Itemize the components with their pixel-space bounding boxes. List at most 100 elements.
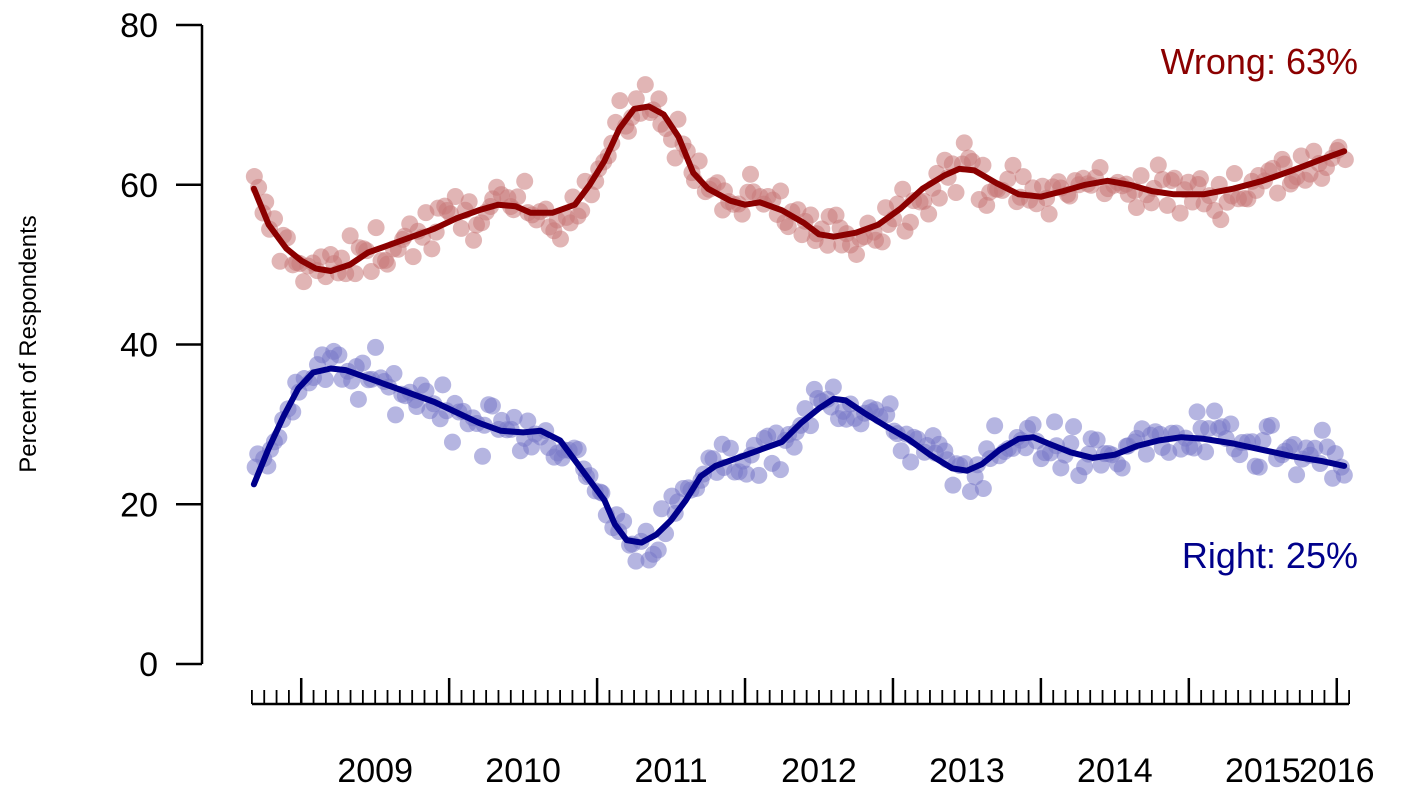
data-point-wrong — [333, 249, 351, 267]
data-point-wrong — [847, 245, 865, 263]
data-point-right — [316, 371, 334, 389]
data-point-right — [434, 376, 452, 394]
data-point-right — [944, 476, 962, 494]
data-point-wrong — [873, 233, 891, 251]
data-point-wrong — [733, 205, 751, 223]
wrong-annotation: Wrong: 63% — [1161, 41, 1358, 82]
data-point-right — [902, 453, 920, 471]
trend-lines — [250, 103, 1348, 546]
y-tick-label: 80 — [120, 7, 158, 45]
data-point-right — [505, 408, 523, 426]
data-point-wrong — [295, 273, 313, 291]
y-axis: 0 20 40 60 80 — [120, 7, 204, 684]
data-point-right — [367, 338, 385, 356]
data-point-right — [653, 500, 671, 518]
data-point-wrong — [452, 219, 470, 237]
data-point-wrong — [802, 206, 820, 224]
data-point-right — [569, 441, 587, 459]
data-point-right — [961, 482, 979, 500]
data-point-wrong — [955, 134, 973, 152]
data-point-right — [385, 365, 403, 383]
x-tick-label: 2015 — [1225, 752, 1301, 786]
data-point-right — [408, 397, 426, 415]
data-point-right — [1306, 439, 1324, 457]
data-point-wrong — [1004, 156, 1022, 174]
data-point-wrong — [690, 152, 708, 170]
data-point-wrong — [1171, 204, 1189, 222]
data-point-wrong — [516, 172, 534, 190]
data-point-right — [1250, 458, 1268, 476]
data-point-wrong — [793, 226, 811, 244]
y-tick-label: 40 — [120, 327, 158, 365]
data-point-wrong — [1149, 156, 1167, 174]
data-point-wrong — [446, 188, 464, 206]
data-point-wrong — [894, 180, 912, 198]
scatter-points — [245, 76, 1354, 570]
data-point-right — [349, 390, 367, 408]
x-tick-label: 2013 — [929, 752, 1005, 786]
trend-line-right — [250, 365, 1348, 546]
data-point-right — [1288, 466, 1306, 484]
data-point-wrong — [423, 240, 441, 258]
data-point-right — [627, 552, 645, 570]
data-point-right — [1313, 421, 1331, 439]
data-point-right — [1326, 445, 1344, 463]
data-point-wrong — [1040, 205, 1058, 223]
data-point-right — [649, 541, 667, 559]
data-point-wrong — [1091, 159, 1109, 177]
data-point-right — [881, 395, 899, 413]
data-point-right — [785, 438, 803, 456]
data-point-right — [737, 465, 755, 483]
data-point-wrong — [920, 205, 938, 223]
data-point-wrong — [1191, 170, 1209, 188]
data-point-right — [986, 417, 1004, 435]
x-tick-label: 2009 — [337, 752, 413, 786]
data-point-right — [1188, 403, 1206, 421]
data-point-wrong — [341, 227, 359, 245]
data-point-right — [1197, 443, 1215, 461]
x-tick-label: 2016 — [1299, 752, 1375, 786]
data-point-wrong — [611, 92, 629, 110]
data-point-right — [974, 480, 992, 498]
data-point-right — [1137, 445, 1155, 463]
data-point-right — [892, 442, 910, 460]
data-point-right — [1113, 459, 1131, 477]
data-point-wrong — [1014, 168, 1032, 186]
data-point-wrong — [1158, 196, 1176, 214]
data-point-wrong — [827, 206, 845, 224]
data-point-wrong — [509, 188, 527, 206]
data-point-wrong — [742, 165, 760, 183]
y-tick-label: 20 — [120, 486, 158, 524]
data-point-right — [771, 461, 789, 479]
data-point-right — [1335, 466, 1353, 484]
data-point-right — [354, 354, 372, 372]
data-point-wrong — [947, 183, 965, 201]
data-point-right — [1262, 416, 1280, 434]
data-point-wrong — [1275, 155, 1293, 173]
data-point-wrong — [999, 170, 1017, 188]
x-tick-label: 2012 — [781, 752, 857, 786]
data-point-wrong — [362, 263, 380, 281]
data-point-wrong — [378, 255, 396, 273]
y-axis-title: Percent of Respondents — [15, 215, 42, 473]
data-point-right — [474, 447, 492, 465]
data-point-wrong — [1142, 194, 1160, 212]
data-point-right — [750, 466, 768, 484]
data-point-right — [824, 378, 842, 396]
data-point-wrong — [465, 231, 483, 249]
data-point-wrong — [1269, 184, 1287, 202]
data-point-right — [721, 439, 739, 457]
data-point-right — [1088, 431, 1106, 449]
data-point-right — [1065, 418, 1083, 436]
data-point-wrong — [1225, 165, 1243, 183]
data-point-right — [1024, 416, 1042, 434]
right-annotation: Right: 25% — [1182, 535, 1358, 576]
data-point-wrong — [650, 90, 668, 108]
data-point-wrong — [779, 218, 797, 236]
trend-line-wrong — [250, 103, 1348, 274]
data-point-right — [330, 346, 348, 364]
data-point-wrong — [669, 110, 687, 128]
data-point-right — [1254, 432, 1272, 450]
